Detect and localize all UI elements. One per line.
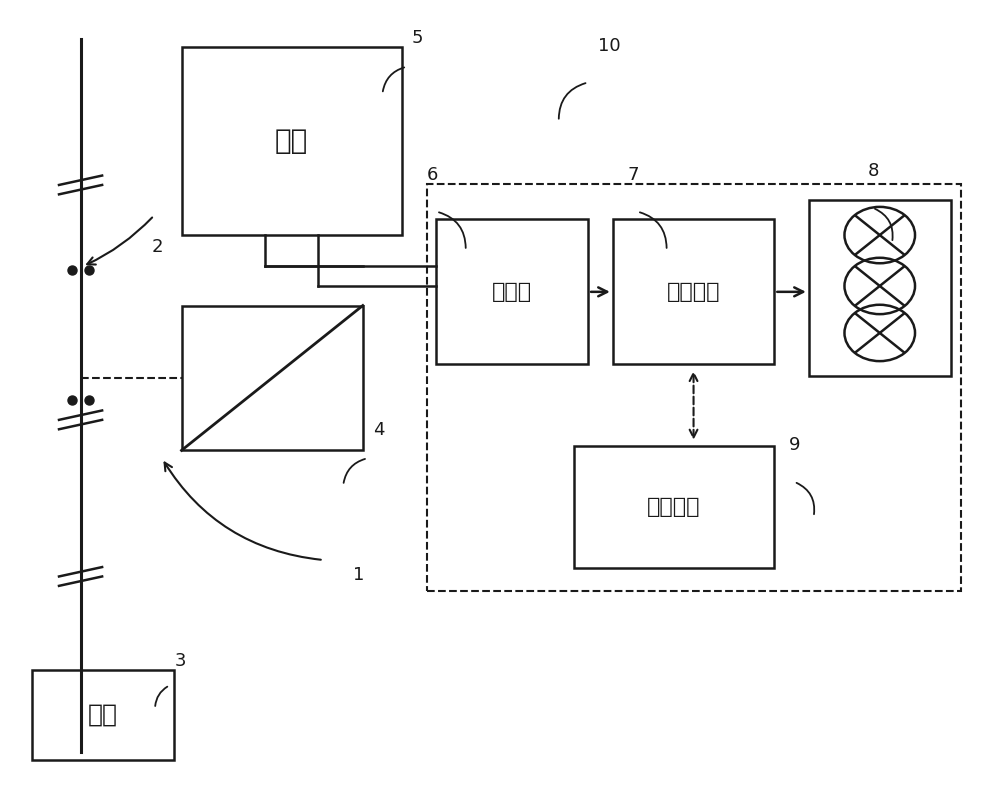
FancyArrowPatch shape bbox=[87, 217, 152, 264]
FancyArrowPatch shape bbox=[165, 463, 321, 560]
Text: 8: 8 bbox=[868, 162, 879, 181]
Bar bbox=[574, 447, 774, 568]
Text: 转换器: 转换器 bbox=[492, 282, 532, 302]
Text: 2: 2 bbox=[152, 238, 164, 256]
Text: 检查: 检查 bbox=[275, 127, 308, 155]
Text: 1: 1 bbox=[353, 566, 364, 583]
Bar bbox=[809, 200, 951, 376]
Bar bbox=[182, 305, 363, 451]
Bar bbox=[182, 47, 402, 235]
Text: 负载: 负载 bbox=[88, 702, 118, 726]
Text: 5: 5 bbox=[412, 30, 423, 47]
Bar bbox=[426, 184, 961, 591]
Text: 10: 10 bbox=[598, 37, 621, 55]
Bar bbox=[32, 670, 174, 760]
Text: 9: 9 bbox=[789, 436, 801, 455]
Text: 7: 7 bbox=[627, 166, 639, 185]
Text: 处理模块: 处理模块 bbox=[647, 497, 701, 517]
Text: 4: 4 bbox=[373, 421, 384, 439]
Bar bbox=[613, 220, 774, 364]
Text: 3: 3 bbox=[175, 652, 186, 670]
Bar bbox=[436, 220, 588, 364]
Text: 6: 6 bbox=[426, 166, 438, 185]
Text: 诊断模块: 诊断模块 bbox=[667, 282, 720, 302]
